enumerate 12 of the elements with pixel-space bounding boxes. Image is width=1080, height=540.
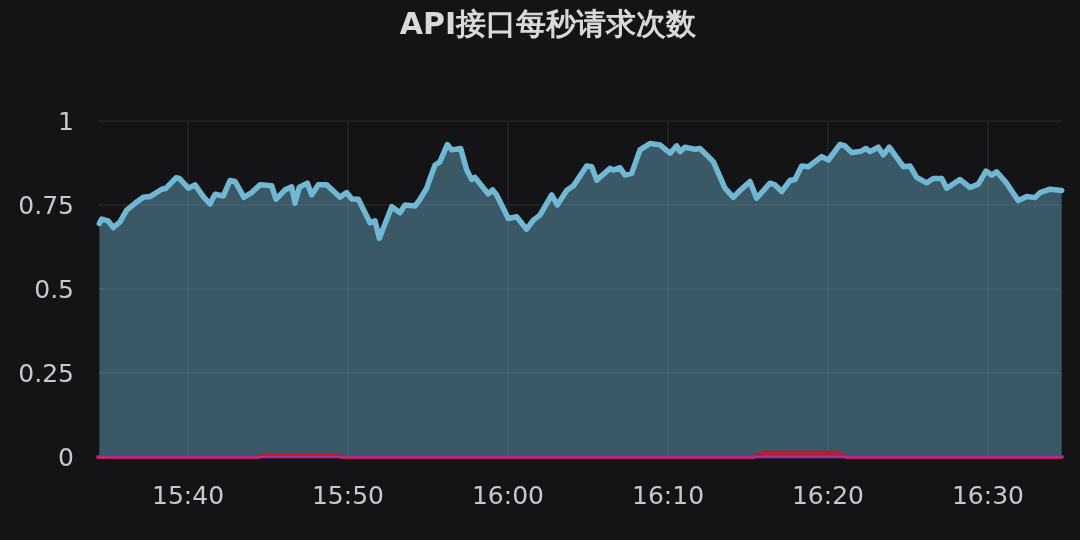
y-tick-label: 0.25 [18,359,74,388]
x-tick-label: 16:00 [471,481,545,510]
x-tick-label: 16:10 [632,481,705,510]
x-tick-label: 15:50 [311,481,384,510]
y-tick-label: 0.75 [18,191,74,220]
x-tick-label: 16:30 [951,481,1025,510]
x-tick-label: 15:40 [152,481,225,510]
y-tick-label: 0 [58,443,74,472]
y-tick-label: 1 [58,107,74,136]
x-tick-label: 16:20 [791,481,864,510]
chart-title: API接口每秒请求次数 [399,6,698,41]
y-tick-label: 0.5 [34,275,74,304]
